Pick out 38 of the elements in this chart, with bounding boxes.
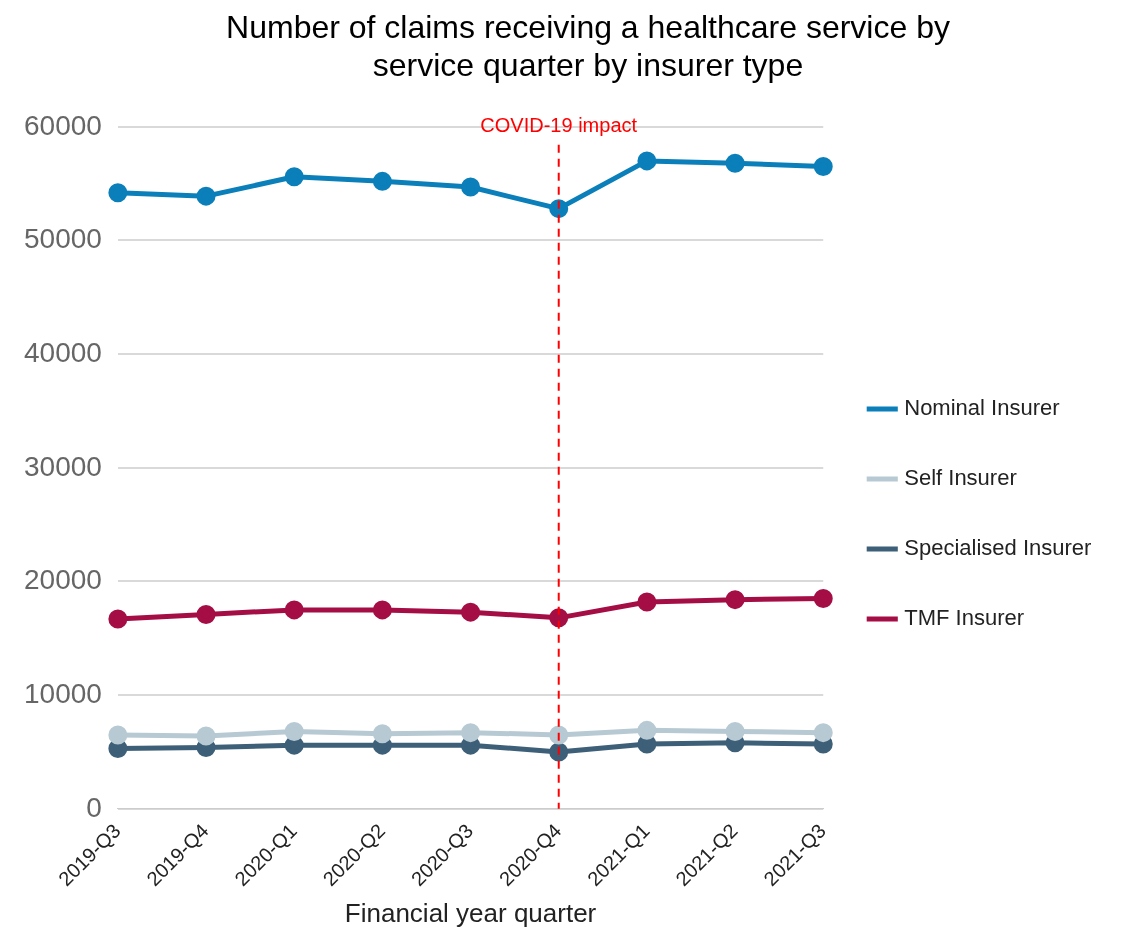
point xyxy=(637,720,657,740)
y-tick-label: 60000 xyxy=(23,109,102,141)
point xyxy=(725,153,745,173)
point xyxy=(372,724,392,744)
point xyxy=(196,726,216,746)
y-tick-label: 30000 xyxy=(23,450,102,482)
y-tick-label: 10000 xyxy=(23,677,102,709)
point xyxy=(461,177,481,197)
point xyxy=(461,723,481,743)
point xyxy=(108,725,128,745)
point xyxy=(372,171,392,191)
y-tick-label: 0 xyxy=(86,791,102,823)
y-tick-label: 20000 xyxy=(23,564,102,596)
point xyxy=(196,604,216,624)
legend-label: Self Insurer xyxy=(904,465,1017,491)
point xyxy=(813,589,833,609)
y-tick-label: 50000 xyxy=(23,223,102,255)
point xyxy=(372,600,392,620)
chart-title: Number of claims receiving a healthcare service by service quarter by insurer type xyxy=(225,8,951,84)
point xyxy=(284,167,304,187)
ref-line-label: COVID-19 impact xyxy=(480,114,638,137)
legend-label: TMF Insurer xyxy=(904,605,1025,631)
point xyxy=(196,186,216,206)
legend-label: Specialised Insurer xyxy=(904,535,1092,561)
point xyxy=(813,157,833,177)
point xyxy=(108,609,128,629)
point xyxy=(284,722,304,741)
y-tick-label: 40000 xyxy=(23,336,102,368)
point xyxy=(725,722,745,741)
point xyxy=(284,600,304,620)
point xyxy=(813,723,833,743)
legend-label: Nominal Insurer xyxy=(904,395,1060,421)
point xyxy=(637,592,657,612)
point xyxy=(461,602,481,622)
point xyxy=(637,151,657,171)
point xyxy=(108,183,128,203)
x-axis-title: Financial year quarter xyxy=(344,897,597,928)
point xyxy=(725,590,745,610)
